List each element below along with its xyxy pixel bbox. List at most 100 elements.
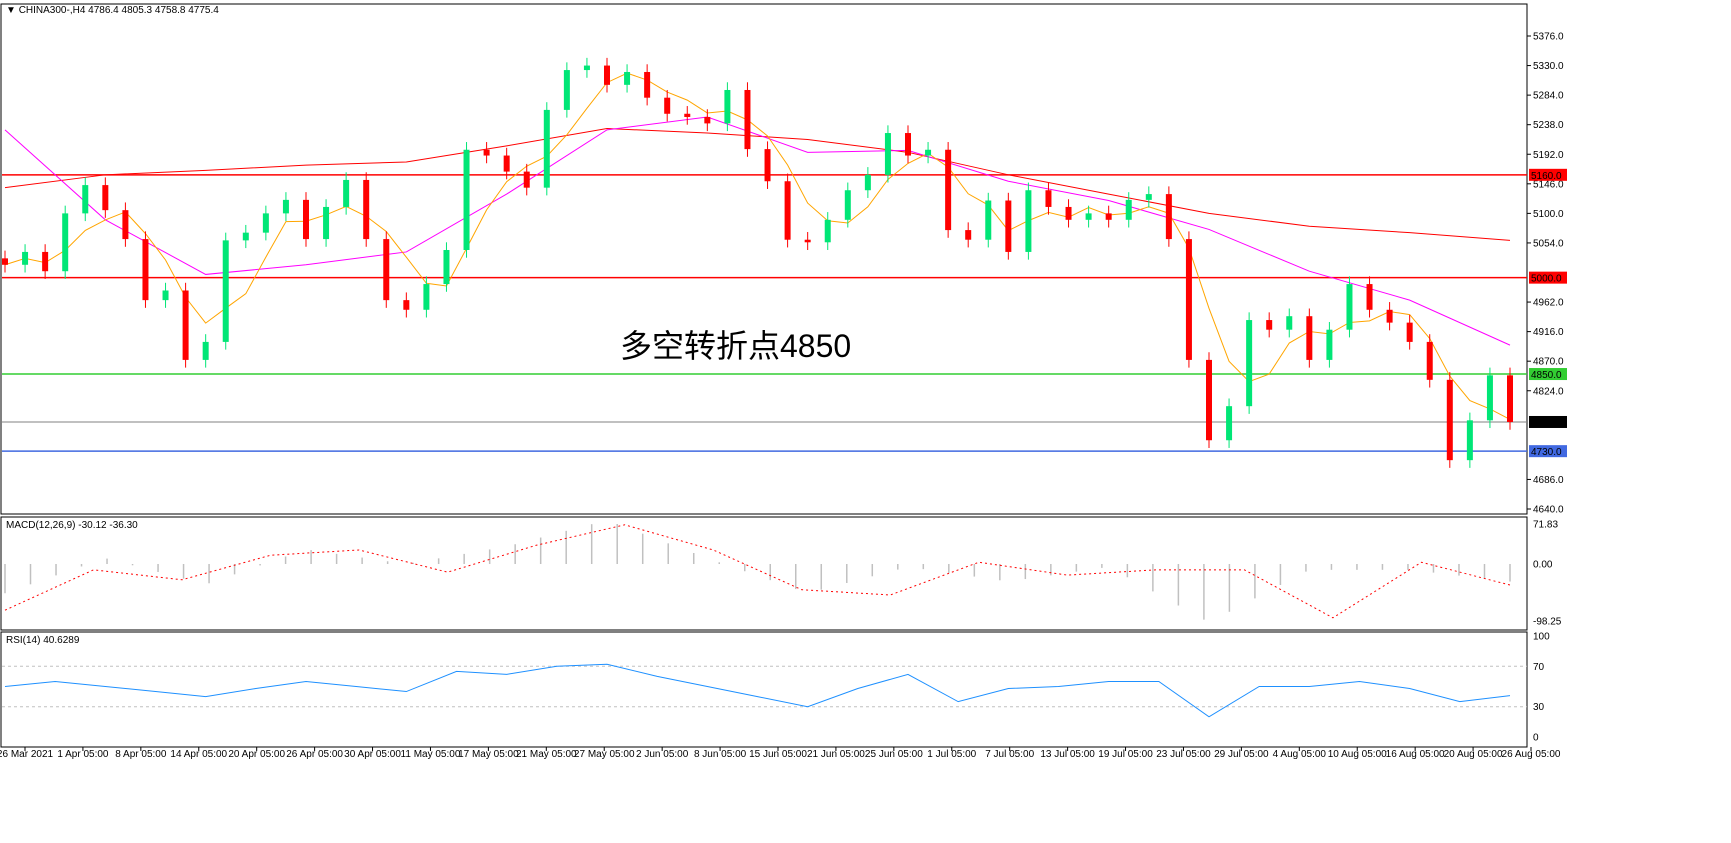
main-panel-border bbox=[0, 3, 1528, 515]
chart-header: ▼ CHINA300-,H4 4786.4 4805.3 4758.8 4775… bbox=[6, 5, 219, 16]
candle-body bbox=[443, 250, 450, 285]
candle-body bbox=[804, 239, 811, 243]
candle-body bbox=[1085, 213, 1092, 220]
candle-body bbox=[102, 185, 109, 211]
candle-body bbox=[383, 239, 390, 301]
level-label: 4730.0 bbox=[1531, 447, 1562, 458]
x-tick-label: 1 Apr 05:00 bbox=[57, 749, 109, 760]
candle-body bbox=[1306, 316, 1313, 360]
candle-body bbox=[583, 65, 590, 71]
candle-body bbox=[624, 71, 631, 85]
candle-body bbox=[523, 171, 530, 188]
candle-body bbox=[985, 200, 992, 240]
x-tick-label: 21 May 05:00 bbox=[516, 749, 577, 760]
candle-body bbox=[303, 199, 309, 240]
x-tick-label: 4 Aug 05:00 bbox=[1273, 749, 1327, 760]
candle-body bbox=[202, 341, 209, 360]
candle-body bbox=[884, 133, 891, 175]
x-tick-label: 8 Jun 05:00 bbox=[694, 749, 747, 760]
rsi-panel-border bbox=[0, 631, 1528, 748]
x-tick-label: 26 Mar 2021 bbox=[0, 749, 54, 760]
candle-body bbox=[1005, 200, 1012, 252]
rsi-tick-label: 0 bbox=[1533, 733, 1539, 744]
candle-body bbox=[343, 179, 350, 207]
candle-body bbox=[744, 89, 751, 150]
candle-body bbox=[182, 290, 189, 360]
rsi-line bbox=[4, 663, 1511, 718]
candle-body bbox=[22, 251, 29, 265]
x-tick-label: 2 Jun 05:00 bbox=[636, 749, 689, 760]
candle-body bbox=[242, 232, 249, 241]
candle-body bbox=[864, 174, 871, 191]
candle-body bbox=[1326, 329, 1333, 360]
ma-mid-line bbox=[4, 116, 1511, 346]
candle-body bbox=[1145, 194, 1152, 200]
y-tick-label: 4824.0 bbox=[1533, 386, 1564, 397]
y-tick-label: 5192.0 bbox=[1533, 150, 1564, 161]
candle-body bbox=[1466, 420, 1473, 461]
x-tick-label: 26 Apr 05:00 bbox=[286, 749, 343, 760]
candle-body bbox=[463, 149, 470, 251]
x-tick-label: 21 Jun 05:00 bbox=[807, 749, 865, 760]
x-tick-label: 1 Jul 05:00 bbox=[927, 749, 976, 760]
x-tick-label: 10 Aug 05:00 bbox=[1328, 749, 1387, 760]
candle-body bbox=[764, 149, 771, 182]
symbol-ohlc: CHINA300-,H4 4786.4 4805.3 4758.8 4775.4 bbox=[18, 5, 219, 16]
candle-body bbox=[363, 179, 370, 240]
level-label-bg bbox=[1529, 415, 1567, 428]
y-tick-label: 4962.0 bbox=[1533, 298, 1564, 309]
x-tick-label: 25 Jun 05:00 bbox=[865, 749, 923, 760]
candle-body bbox=[905, 133, 911, 156]
rsi-tick-label: 70 bbox=[1533, 662, 1545, 673]
candle-body bbox=[1045, 190, 1052, 207]
candle-body bbox=[1025, 190, 1032, 252]
x-tick-label: 19 Jul 05:00 bbox=[1098, 749, 1153, 760]
candle-body bbox=[644, 71, 651, 98]
candle-body bbox=[403, 300, 410, 310]
y-tick-label: 5238.0 bbox=[1533, 120, 1564, 131]
candle-body bbox=[62, 213, 69, 272]
candle-body bbox=[1366, 284, 1373, 310]
x-tick-label: 20 Apr 05:00 bbox=[228, 749, 285, 760]
candle-body bbox=[122, 210, 129, 240]
y-tick-label: 5284.0 bbox=[1533, 91, 1564, 102]
x-tick-label: 30 Apr 05:00 bbox=[344, 749, 401, 760]
rsi-label: RSI(14) 40.6289 bbox=[6, 635, 80, 646]
level-label-bg bbox=[1529, 368, 1567, 381]
x-tick-label: 15 Jun 05:00 bbox=[749, 749, 807, 760]
candle-body bbox=[704, 116, 711, 124]
y-tick-label: 5146.0 bbox=[1533, 179, 1564, 190]
level-label: 4775.4 bbox=[1531, 418, 1562, 429]
candle-body bbox=[42, 251, 49, 272]
candle-body bbox=[262, 213, 269, 233]
dropdown-triangle-icon[interactable]: ▼ bbox=[6, 5, 16, 16]
y-tick-label: 5376.0 bbox=[1533, 32, 1564, 43]
candle-body bbox=[1446, 379, 1453, 461]
macd-label: MACD(12,26,9) -30.12 -36.30 bbox=[6, 520, 138, 531]
ma-slow-line bbox=[4, 128, 1511, 241]
macd-signal-line bbox=[4, 524, 1511, 619]
candle-body bbox=[724, 89, 731, 124]
x-tick-label: 13 Jul 05:00 bbox=[1040, 749, 1095, 760]
candle-body bbox=[965, 230, 972, 240]
candle-body bbox=[1486, 375, 1493, 421]
candle-body bbox=[543, 109, 550, 188]
candle-body bbox=[282, 199, 289, 214]
y-tick-label: 4916.0 bbox=[1533, 327, 1564, 338]
candle-body bbox=[1185, 239, 1192, 360]
x-tick-label: 7 Jul 05:00 bbox=[985, 749, 1034, 760]
candle-body bbox=[1206, 359, 1212, 441]
candle-body bbox=[142, 239, 149, 301]
annotation-text: 多空转折点4850 bbox=[620, 328, 851, 364]
y-tick-label: 4870.0 bbox=[1533, 357, 1564, 368]
y-tick-label: 5100.0 bbox=[1533, 209, 1564, 220]
x-tick-label: 16 Aug 05:00 bbox=[1386, 749, 1445, 760]
candle-body bbox=[82, 185, 89, 214]
candle-body bbox=[925, 149, 932, 156]
y-tick-label: 5054.0 bbox=[1533, 238, 1564, 249]
candle-body bbox=[222, 240, 229, 342]
level-label: 5000.0 bbox=[1531, 274, 1562, 285]
candle-body bbox=[1426, 341, 1433, 380]
x-tick-label: 17 May 05:00 bbox=[458, 749, 519, 760]
